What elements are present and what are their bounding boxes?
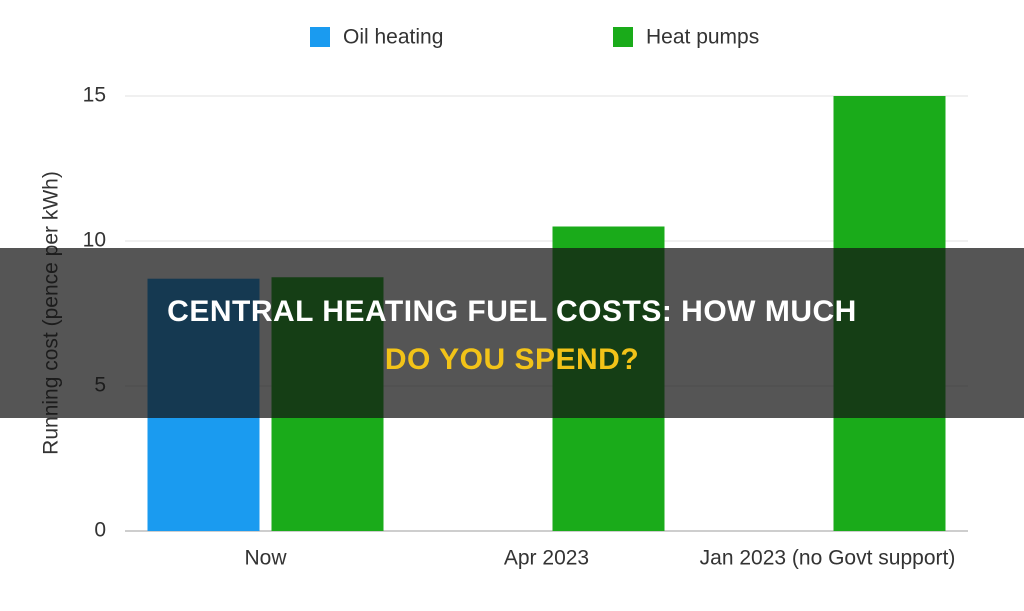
x-tick-label: Apr 2023 [504, 547, 589, 570]
banner-title: DO YOU SPEND? [385, 343, 639, 376]
legend-label: Heat pumps [646, 26, 759, 49]
banner-title: CENTRAL HEATING FUEL COSTS: HOW MUCH [167, 295, 857, 328]
legend-label: Oil heating [343, 26, 443, 49]
banner [0, 248, 1024, 418]
legend-swatch [613, 27, 633, 47]
x-tick-label: Jan 2023 (no Govt support) [700, 547, 956, 570]
y-tick-label: 0 [94, 519, 106, 542]
y-tick-label: 10 [83, 229, 106, 252]
legend-swatch [310, 27, 330, 47]
x-tick-label: Now [244, 547, 287, 570]
y-tick-label: 15 [83, 84, 106, 107]
